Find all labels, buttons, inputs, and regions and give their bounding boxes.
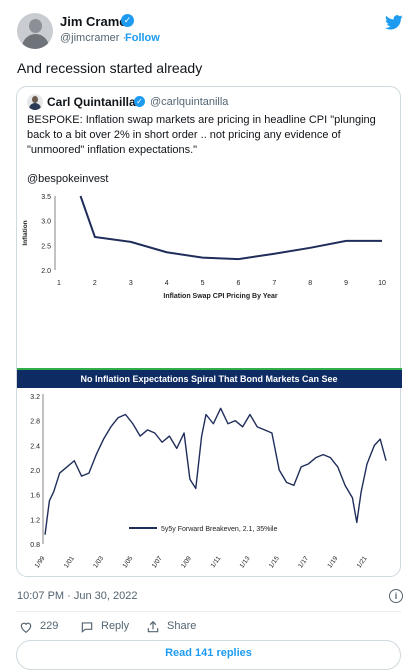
tweet-timestamp[interactable]: 10:07 PM · Jun 30, 2022 bbox=[17, 590, 138, 602]
divider bbox=[16, 611, 401, 612]
share-button[interactable]: Share bbox=[167, 620, 197, 632]
x-tick-label: 6 bbox=[236, 280, 240, 287]
quoted-author-avatar[interactable] bbox=[27, 94, 43, 110]
info-icon[interactable]: i bbox=[389, 589, 403, 603]
x-axis-label: Inflation Swap CPI Pricing By Year bbox=[163, 293, 278, 300]
quoted-verified-badge-icon: ✓ bbox=[134, 96, 145, 107]
x-tick-label: 1/17 bbox=[297, 555, 310, 570]
y-tick-label: 1.6 bbox=[30, 493, 40, 500]
breakeven-chart: No Inflation Expectations Spiral That Bo… bbox=[17, 368, 402, 570]
tweet-text: And recession started already bbox=[17, 60, 203, 76]
x-tick-label: 10 bbox=[378, 280, 386, 287]
y-tick-label: 2.8 bbox=[30, 419, 40, 426]
x-tick-label: 4 bbox=[165, 280, 169, 287]
quoted-tweet-credit: @bespokeinvest bbox=[27, 173, 109, 185]
chart-title-banner bbox=[17, 368, 402, 388]
quoted-tweet-text: BESPOKE: Inflation swap markets are pric… bbox=[27, 114, 376, 156]
upload-icon[interactable] bbox=[146, 620, 160, 634]
x-tick-label: 1 bbox=[57, 280, 61, 287]
y-tick-label: 3.0 bbox=[41, 219, 51, 226]
x-tick-label: 1/19 bbox=[326, 555, 339, 570]
x-tick-label: 1/13 bbox=[239, 555, 252, 570]
reply-button[interactable]: Reply bbox=[101, 620, 130, 632]
x-tick-label: 1/11 bbox=[210, 555, 223, 569]
author-handle[interactable]: @jimcramer · bbox=[60, 32, 127, 44]
y-tick-label: 2.4 bbox=[30, 443, 40, 450]
x-tick-label: 8 bbox=[308, 280, 312, 287]
y-tick-label: 2.5 bbox=[41, 243, 51, 250]
author-name[interactable]: Jim Cramer bbox=[60, 14, 132, 29]
x-tick-label: 1/99 bbox=[34, 555, 47, 570]
x-tick-label: 1/01 bbox=[63, 555, 76, 570]
twitter-bird-icon[interactable] bbox=[385, 15, 403, 30]
x-tick-label: 1/21 bbox=[356, 555, 369, 570]
verified-badge-icon: ✓ bbox=[121, 14, 134, 27]
legend-label: 5y5y Forward Breakeven, 2.1, 35%ile bbox=[161, 526, 277, 533]
speech-bubble-icon[interactable] bbox=[80, 620, 94, 634]
heart-icon[interactable] bbox=[19, 620, 33, 634]
banner-stripe bbox=[17, 368, 402, 370]
x-tick-label: 1/15 bbox=[268, 555, 281, 570]
follow-button[interactable]: Follow bbox=[125, 32, 160, 44]
y-tick-label: 3.5 bbox=[41, 194, 51, 201]
x-tick-label: 1/05 bbox=[121, 555, 134, 570]
x-tick-label: 1/09 bbox=[180, 555, 193, 570]
y-tick-label: 3.2 bbox=[30, 394, 40, 401]
x-tick-label: 5 bbox=[201, 280, 205, 287]
quoted-author-handle[interactable]: @carlquintanilla bbox=[150, 96, 229, 108]
x-tick-label: 3 bbox=[129, 280, 133, 287]
y-tick-label: 0.8 bbox=[30, 542, 40, 549]
series-line bbox=[79, 195, 382, 261]
y-tick-label: 1.2 bbox=[30, 517, 40, 524]
read-replies-button[interactable]: Read 141 replies bbox=[16, 640, 401, 670]
inflation-swap-chart: 2.0 2.5 3.0 3.5 1 2 3 4 5 6 7 8 9 10 Inflation Inflatio… bbox=[22, 194, 386, 300]
y-tick-label: 2.0 bbox=[41, 268, 51, 275]
quoted-tweet-image[interactable]: 2.0 2.5 3.0 3.5 1 2 3 4 5 6 7 8 9 10 Inflation Inflatio… bbox=[17, 186, 402, 578]
chart-title: No Inflation Expectations Spiral That Bo… bbox=[80, 374, 337, 384]
series-line bbox=[44, 407, 387, 535]
x-tick-label: 2 bbox=[93, 280, 97, 287]
y-axis-label: Inflation bbox=[22, 220, 29, 245]
quoted-author-name[interactable]: Carl Quintanilla bbox=[47, 95, 136, 109]
x-tick-label: 1/03 bbox=[92, 555, 105, 570]
x-tick-label: 1/07 bbox=[151, 555, 164, 570]
quoted-tweet-card[interactable] bbox=[16, 86, 401, 577]
x-tick-label: 7 bbox=[272, 280, 276, 287]
like-count[interactable]: 229 bbox=[40, 620, 59, 632]
y-tick-label: 2.0 bbox=[30, 468, 40, 475]
author-avatar[interactable] bbox=[17, 13, 53, 49]
x-tick-label: 9 bbox=[344, 280, 348, 287]
